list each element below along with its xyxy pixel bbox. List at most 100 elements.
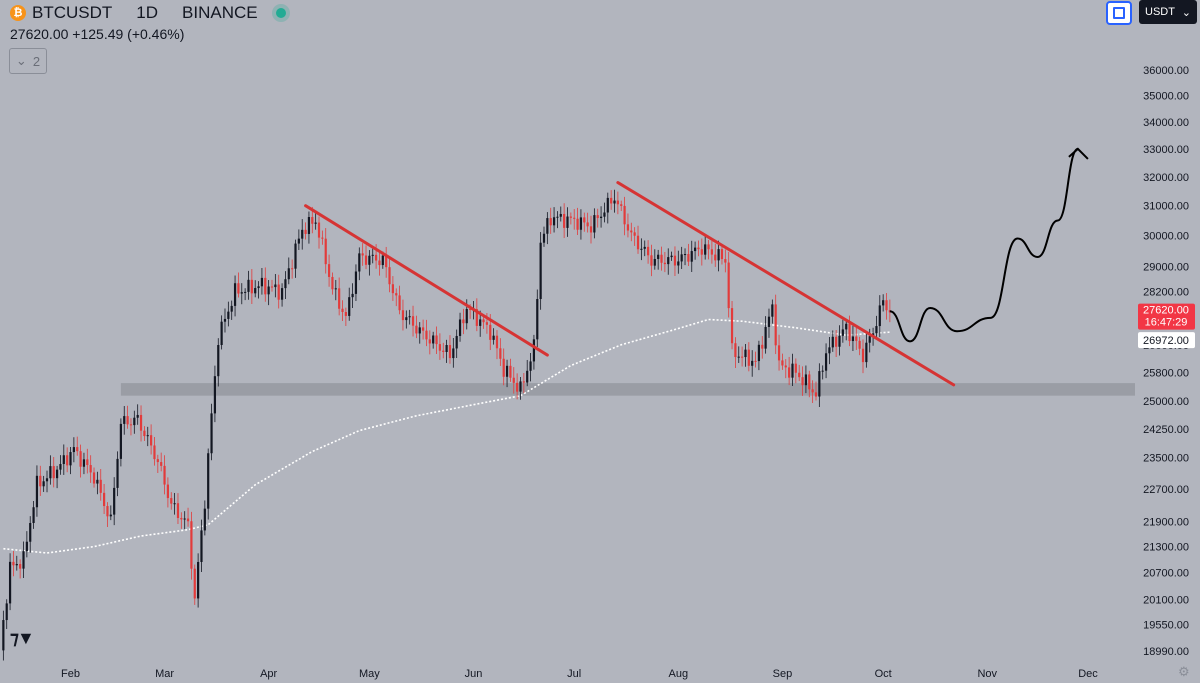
up-candle [284, 271, 287, 300]
bitcoin-icon: ₿ [10, 5, 26, 21]
candle-body [307, 217, 311, 234]
candle-body [207, 453, 210, 509]
down-candle [190, 511, 193, 580]
up-candle [613, 189, 616, 213]
candle-body [59, 464, 62, 470]
collapse-indicators-button[interactable]: ⌄ 2 [9, 48, 47, 74]
candle-body [240, 292, 243, 294]
down-candle [522, 373, 525, 394]
candle-body [677, 261, 680, 266]
up-candle [566, 207, 569, 237]
candle-body [694, 247, 697, 252]
candle-body [250, 279, 253, 294]
up-candle [244, 288, 247, 301]
candle-body [818, 371, 821, 397]
down-candle [156, 454, 159, 473]
down-candle [176, 493, 180, 524]
up-candle [818, 363, 821, 407]
candle-body [576, 218, 579, 230]
chevron-down-icon: ⌄ [1181, 6, 1191, 19]
down-candle [435, 326, 438, 355]
up-candle [368, 250, 371, 276]
down-candle [596, 208, 599, 228]
down-candle [344, 307, 347, 327]
up-candle [358, 247, 361, 281]
candle-body [314, 222, 317, 224]
up-candle [865, 331, 868, 368]
candle-body [35, 475, 39, 508]
up-candle [559, 206, 562, 222]
current-price-label: 27620.00 [1143, 305, 1189, 317]
up-candle [851, 325, 855, 352]
up-candle [146, 426, 149, 447]
candle-body [751, 360, 754, 366]
up-candle [230, 300, 233, 320]
up-candle [405, 310, 408, 329]
down-candle [324, 228, 327, 274]
symbol-header[interactable]: ₿ BTCUSDT 1D BINANCE [10, 3, 286, 23]
candle-body [469, 309, 472, 311]
candle-body [670, 255, 673, 258]
up-candle [301, 219, 304, 250]
tradingview-logo-icon[interactable]: ⁊▼ [10, 628, 35, 648]
gear-icon[interactable]: ⚙ [1178, 664, 1190, 679]
up-candle [828, 336, 831, 365]
up-candle [351, 283, 354, 309]
up-candle [5, 599, 8, 629]
candle-body [650, 255, 653, 266]
candle-body [297, 238, 300, 244]
up-candle [546, 212, 549, 245]
candle-body [287, 268, 290, 280]
down-candle [89, 455, 92, 483]
down-candle [516, 373, 519, 400]
up-candle [307, 211, 311, 244]
up-candle [593, 208, 596, 239]
up-candle [432, 331, 435, 349]
candle-body [274, 284, 277, 288]
up-candle [458, 312, 462, 342]
down-candle [317, 216, 321, 249]
candle-body [516, 382, 519, 392]
up-candle [717, 240, 720, 272]
down-candle [143, 426, 146, 441]
down-candle [811, 380, 814, 404]
up-candle [690, 240, 693, 272]
down-candle [720, 244, 724, 265]
interval-label[interactable]: 1D [136, 3, 159, 22]
candle-body [203, 508, 206, 531]
up-candle [72, 437, 75, 463]
candle-body [15, 564, 18, 566]
up-candle [536, 289, 539, 347]
candle-body [569, 216, 572, 218]
up-candle [371, 247, 374, 264]
down-candle [741, 346, 744, 367]
time-axis[interactable]: Feb Mar Apr May Jun Jul Aug Sep Oct Nov Dec [61, 668, 1098, 680]
fullscreen-icon[interactable] [1106, 1, 1132, 25]
down-candle [586, 212, 589, 233]
symbol-name[interactable]: BTCUSDT [32, 3, 113, 22]
candle-body [838, 335, 841, 347]
candle-body [707, 244, 710, 250]
candle-body [734, 343, 737, 358]
up-candle [123, 406, 126, 435]
candle-body [532, 339, 536, 362]
down-candle [166, 477, 169, 508]
up-candle [838, 325, 841, 356]
date-tick-label: Mar [155, 668, 174, 680]
down-candle [620, 200, 623, 212]
candle-body [882, 300, 885, 306]
projection-path [889, 147, 1079, 343]
down-candle [237, 272, 240, 298]
up-candle [821, 365, 824, 380]
candle-body [563, 213, 566, 228]
candle-body [5, 603, 8, 621]
currency-button[interactable]: USDT ⌄ [1139, 0, 1197, 24]
down-candle [569, 212, 572, 225]
up-candle [220, 315, 223, 350]
price-tick-label: 25000.00 [1143, 396, 1189, 408]
down-candle [724, 249, 727, 273]
down-candle [636, 225, 640, 254]
candle-body [163, 465, 166, 485]
candle-body [646, 246, 650, 256]
